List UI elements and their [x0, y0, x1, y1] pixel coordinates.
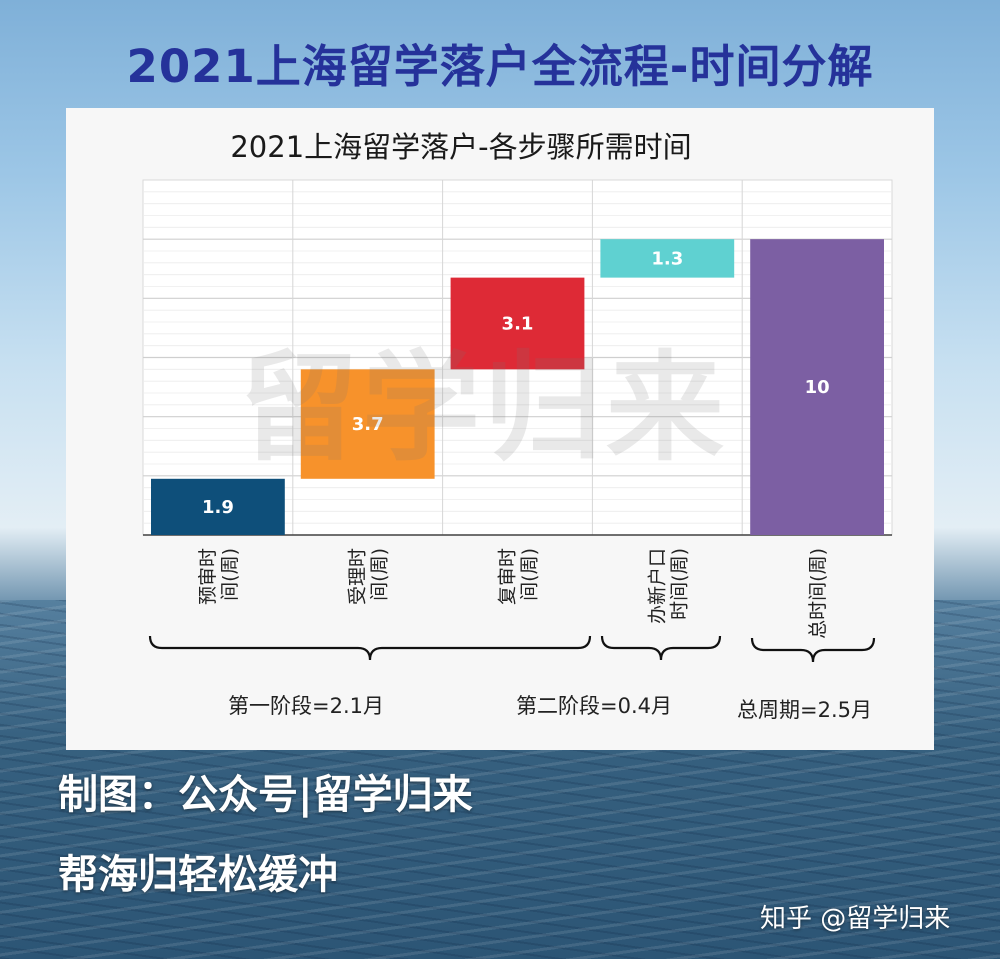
page-title: 2021上海留学落户全流程-时间分解: [126, 40, 874, 93]
credit-line-1: 制图：公众号|留学归来: [58, 772, 473, 818]
phase1-brace: [148, 635, 592, 661]
total-cycle-label: 总周期=2.5月: [737, 698, 872, 722]
category-label-line: 办新户口: [646, 548, 668, 624]
category-label-line: 间(周): [519, 548, 541, 601]
category-label-line: 受理时: [347, 548, 369, 605]
bar-4: [600, 239, 735, 278]
category-label-line: 间(周): [219, 548, 241, 601]
watermark: 留学归来: [240, 339, 729, 477]
bar-value-label: 1.9: [202, 497, 234, 518]
category-label: 复审时 间(周): [497, 548, 541, 605]
phase1-label: 第一阶段=2.1月: [228, 694, 384, 718]
phase-braces: [148, 635, 876, 663]
bar-1: [151, 478, 285, 535]
phase2-label: 第二阶段=0.4月: [516, 694, 672, 718]
chart-bars: 1.9 3.7 3.1 1.3 10: [151, 239, 884, 535]
category-label-line: 复审时: [497, 548, 519, 605]
total-brace: [750, 637, 876, 663]
category-label-line: 时间(周): [668, 548, 690, 620]
category-label: 受理时 间(周): [347, 548, 391, 605]
bar-3: [450, 277, 585, 370]
bar-2: [300, 369, 435, 479]
bar-value-label: 3.1: [502, 313, 534, 334]
chart-title: 2021上海留学落户-各步骤所需时间: [230, 130, 692, 164]
category-label: 预审时 间(周): [197, 548, 241, 605]
category-label-line: 预审时: [197, 548, 219, 605]
bar-value-label: 3.7: [352, 414, 384, 435]
category-label: 办新户口 时间(周): [646, 548, 690, 624]
category-label-line: 总时间(周): [807, 548, 829, 639]
category-labels: 预审时 间(周) 受理时 间(周) 复审时 间(周) 办新户口 时间(周) 总时间(周): [197, 548, 829, 639]
phase2-brace: [600, 635, 722, 661]
bar-value-label: 10: [805, 377, 830, 398]
bar-value-label: 1.3: [651, 248, 683, 269]
bar-5: [750, 239, 884, 535]
category-label-line: 间(周): [369, 548, 391, 601]
category-label: 总时间(周): [807, 548, 829, 639]
credit-line-2: 帮海归轻松缓冲: [58, 852, 338, 898]
zhihu-watermark: 知乎 @留学归来: [760, 904, 951, 934]
